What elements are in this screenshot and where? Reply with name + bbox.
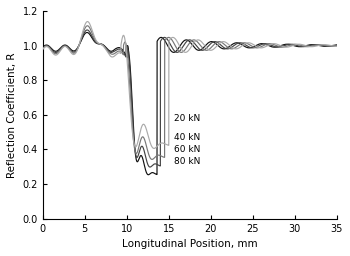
Text: 20 kN: 20 kN bbox=[174, 114, 200, 123]
Y-axis label: Reflection Coefficient, R: Reflection Coefficient, R bbox=[7, 52, 17, 178]
Text: 80 kN: 80 kN bbox=[174, 157, 200, 166]
Text: 40 kN: 40 kN bbox=[174, 133, 200, 142]
Text: 60 kN: 60 kN bbox=[174, 145, 200, 154]
X-axis label: Longitudinal Position, mm: Longitudinal Position, mm bbox=[122, 239, 258, 249]
